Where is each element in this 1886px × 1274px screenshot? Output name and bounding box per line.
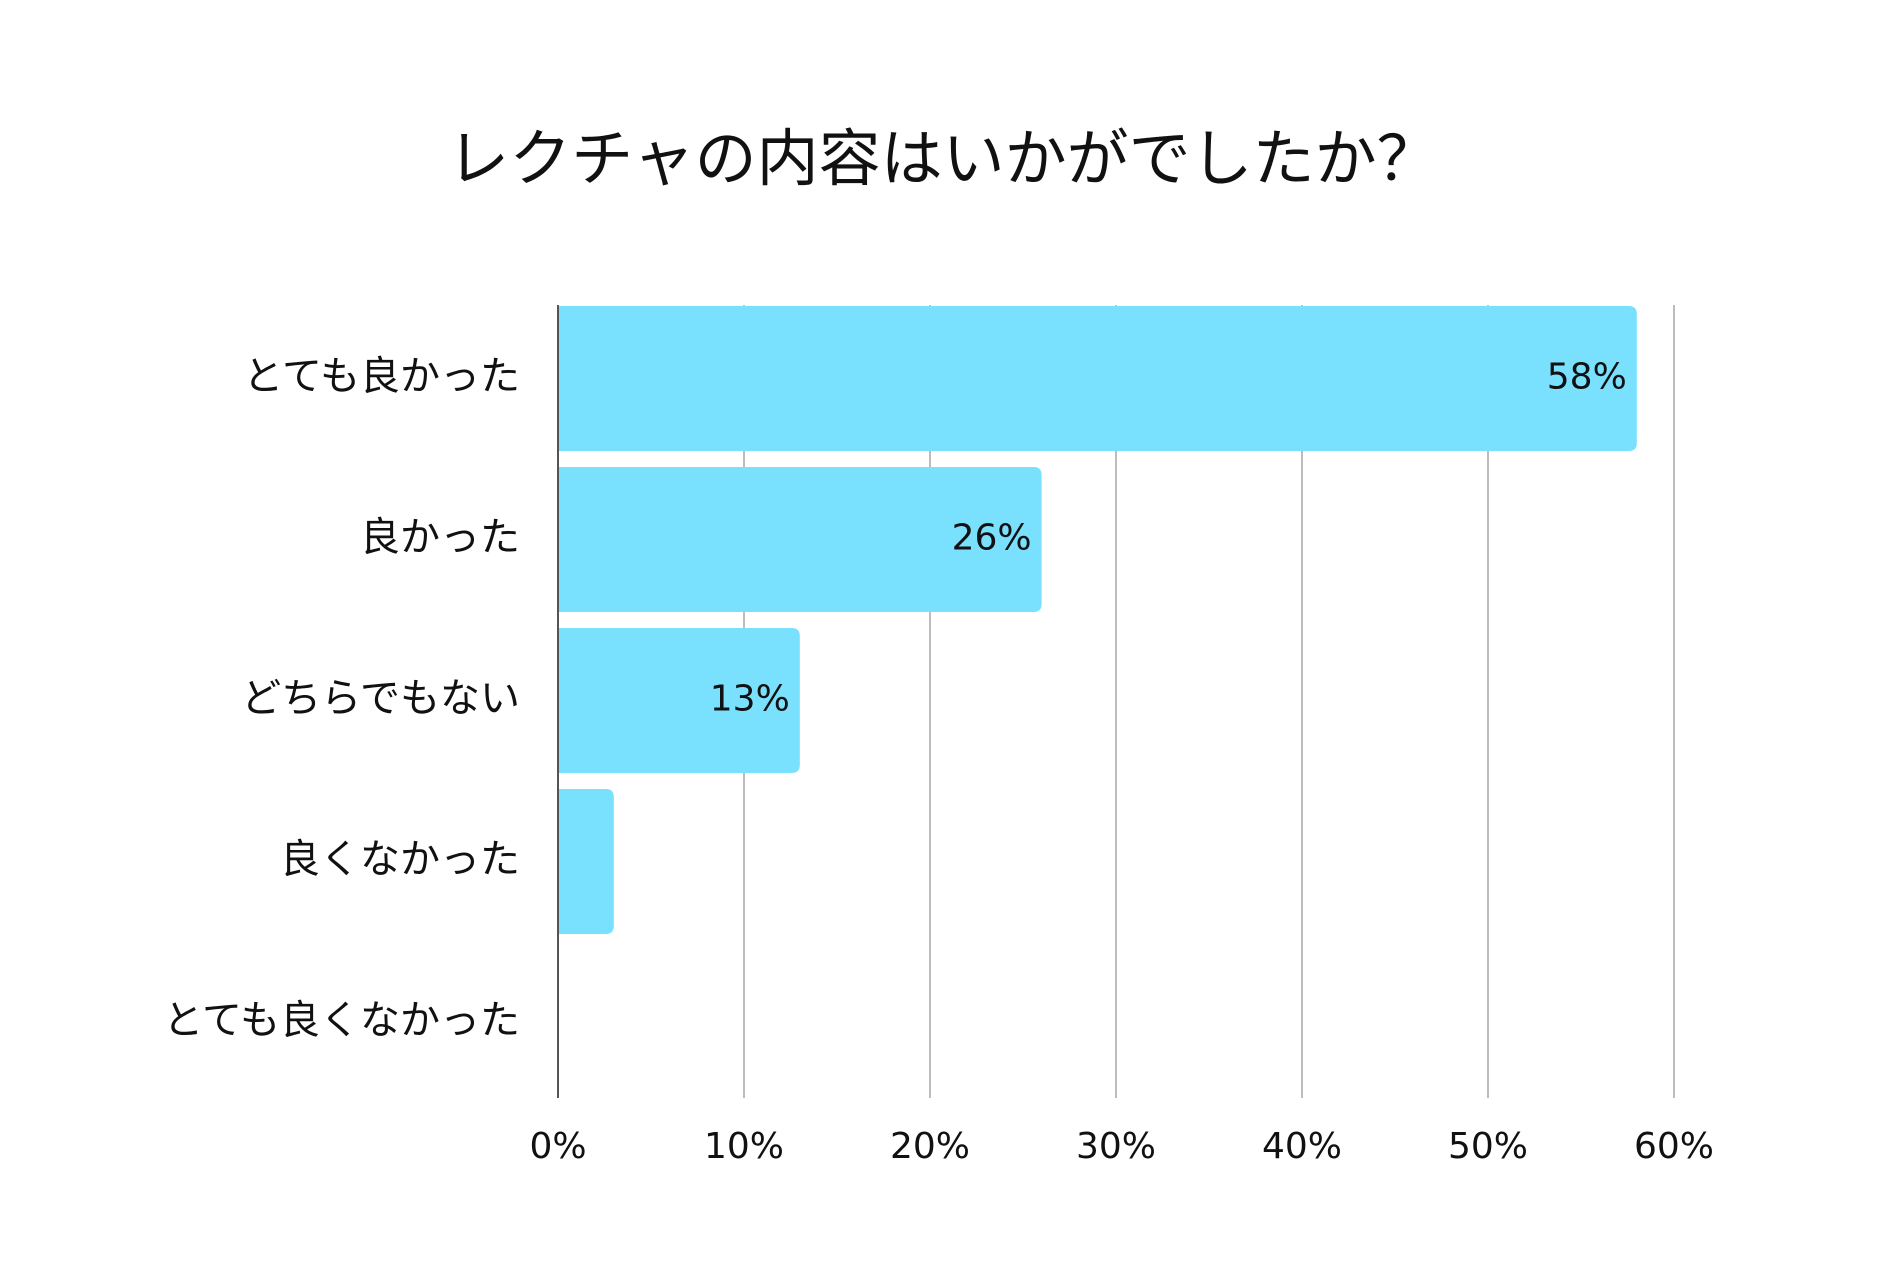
x-tick-label: 0% <box>529 1126 586 1167</box>
data-label: 58% <box>1547 357 1627 398</box>
bar <box>558 628 800 773</box>
x-tick-label: 60% <box>1634 1126 1714 1167</box>
category-label: 良かった <box>360 515 520 561</box>
bar <box>558 467 1042 612</box>
bar <box>558 789 614 934</box>
x-tick-label: 10% <box>704 1126 784 1167</box>
category-label: とても良くなかった <box>163 998 520 1044</box>
category-label: 良くなかった <box>280 837 520 883</box>
data-label: 13% <box>710 679 790 720</box>
bar <box>558 306 1637 451</box>
x-tick-label: 40% <box>1262 1126 1342 1167</box>
category-label: どちらでもない <box>241 676 520 722</box>
x-tick-label: 50% <box>1448 1126 1528 1167</box>
x-tick-label: 20% <box>890 1126 970 1167</box>
category-label: とても良かった <box>243 354 520 400</box>
x-tick-label: 30% <box>1076 1126 1156 1167</box>
data-label: 26% <box>952 518 1032 559</box>
chart-title: レクチャの内容はいかがでしたか？ <box>447 122 1439 195</box>
